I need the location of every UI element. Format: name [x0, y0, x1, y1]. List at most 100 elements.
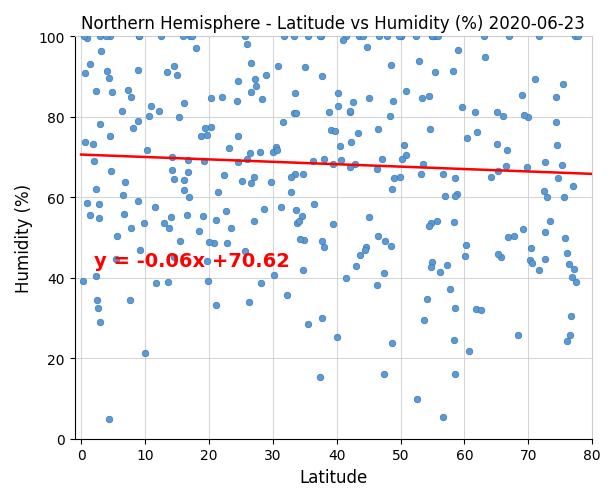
Point	[290, 33, 299, 41]
Point	[450, 192, 460, 200]
Point	[360, 246, 370, 255]
Point	[167, 166, 177, 174]
Point	[245, 150, 255, 158]
Point	[424, 222, 434, 230]
Point	[107, 89, 117, 97]
Point	[551, 119, 561, 127]
Point	[383, 33, 392, 41]
Point	[298, 170, 308, 178]
Point	[470, 109, 480, 117]
Point	[445, 286, 455, 294]
Point	[211, 302, 221, 310]
Point	[299, 267, 309, 275]
Point	[249, 174, 259, 182]
Point	[269, 272, 279, 280]
Point	[187, 33, 197, 41]
Point	[196, 132, 206, 140]
Point	[166, 214, 176, 222]
Point	[562, 249, 572, 258]
Point	[194, 228, 204, 236]
Point	[435, 269, 445, 277]
Point	[388, 98, 398, 106]
Point	[375, 33, 384, 41]
Point	[530, 75, 540, 83]
Point	[291, 206, 301, 214]
Point	[233, 133, 243, 141]
Point	[95, 319, 105, 327]
Point	[179, 186, 189, 194]
Point	[415, 58, 424, 66]
Point	[105, 132, 115, 140]
Point	[133, 197, 143, 205]
Point	[95, 33, 105, 41]
Point	[118, 108, 128, 116]
Point	[493, 168, 503, 176]
Point	[242, 155, 252, 163]
Point	[279, 33, 289, 41]
Point	[271, 143, 281, 151]
Point	[328, 160, 338, 168]
Point	[570, 279, 580, 287]
Point	[496, 254, 506, 262]
Point	[417, 95, 427, 103]
Point	[341, 275, 351, 283]
Point	[430, 33, 440, 41]
Point	[124, 87, 134, 95]
Point	[533, 33, 543, 41]
Point	[540, 228, 549, 236]
Point	[395, 174, 405, 182]
Point	[564, 261, 574, 269]
Point	[204, 238, 214, 246]
Point	[172, 72, 182, 80]
Point	[501, 162, 511, 170]
Point	[153, 108, 163, 116]
Point	[426, 264, 436, 272]
Point	[486, 173, 496, 181]
Point	[129, 125, 139, 133]
Point	[315, 373, 325, 381]
Point	[146, 103, 156, 111]
Point	[464, 347, 474, 355]
Point	[174, 114, 184, 122]
Point	[246, 179, 256, 187]
Point	[479, 33, 489, 41]
Point	[373, 281, 383, 289]
Point	[159, 220, 169, 228]
Point	[570, 33, 580, 41]
Point	[169, 254, 179, 262]
Point	[156, 33, 166, 41]
Point	[294, 217, 304, 225]
Point	[346, 139, 356, 147]
Point	[449, 218, 459, 226]
Point	[106, 168, 116, 176]
Point	[471, 305, 480, 313]
Point	[316, 33, 326, 41]
Point	[199, 158, 209, 166]
Point	[364, 214, 374, 222]
Point	[416, 170, 426, 178]
Point	[412, 395, 422, 403]
Point	[569, 266, 579, 274]
Point	[461, 241, 471, 249]
Point	[246, 89, 256, 97]
Point	[346, 108, 355, 116]
Point	[440, 192, 450, 200]
Point	[183, 168, 193, 176]
Point	[400, 152, 410, 160]
Point	[336, 156, 346, 164]
Point	[385, 112, 395, 120]
Point	[389, 174, 399, 182]
Point	[286, 188, 296, 196]
Point	[424, 92, 434, 100]
Point	[377, 156, 387, 164]
Point	[387, 340, 397, 348]
Point	[422, 295, 432, 303]
Point	[213, 189, 223, 197]
Point	[81, 138, 91, 146]
Point	[81, 70, 91, 78]
Point	[450, 174, 460, 182]
Point	[119, 211, 129, 219]
Point	[379, 370, 389, 378]
Point	[126, 224, 136, 232]
Point	[524, 114, 533, 122]
